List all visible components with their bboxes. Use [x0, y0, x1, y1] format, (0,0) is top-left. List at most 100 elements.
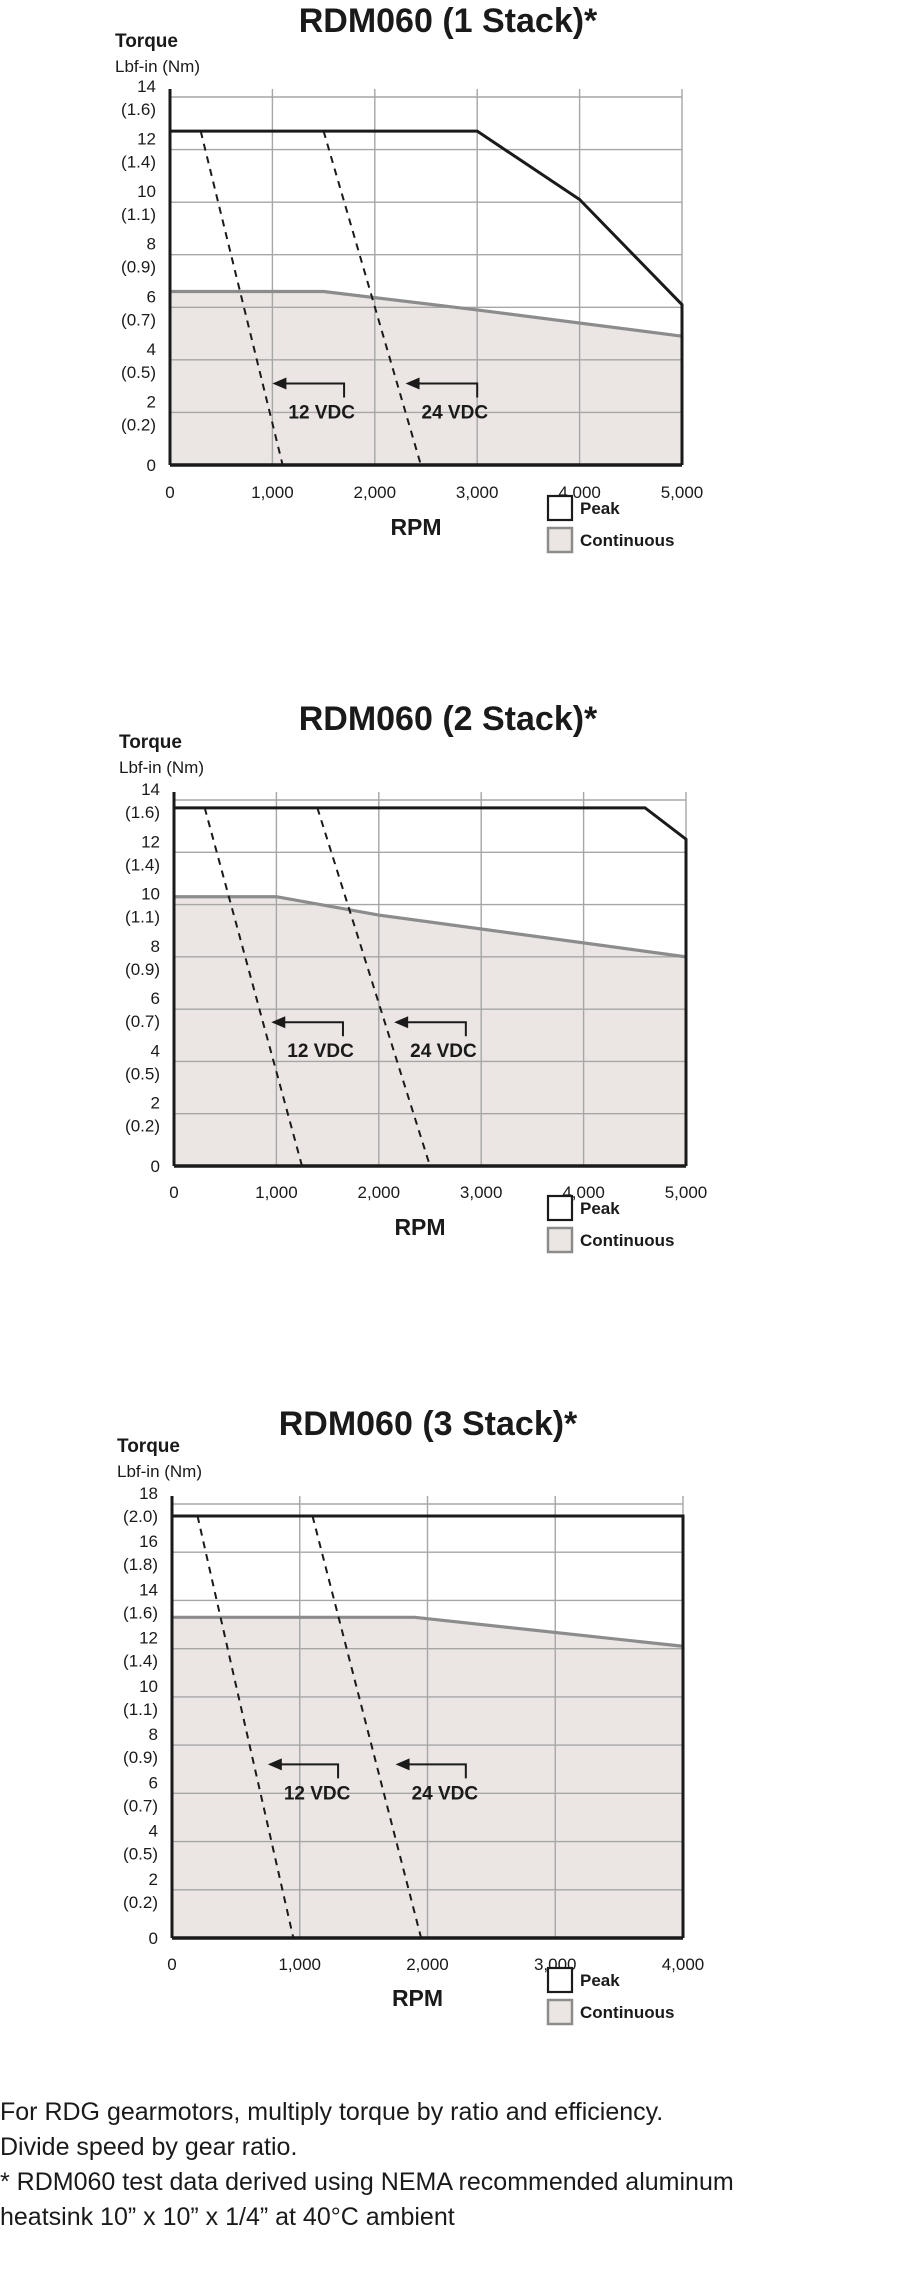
chart-1: RDM060 (1 Stack)* Torque Lbf-in (Nm) 0 2 (0.2…	[115, 2, 704, 554]
y-tick-label: 14	[139, 1580, 158, 1599]
charts-svg: RDM060 (1 Stack)* Torque Lbf-in (Nm) 0 2 (0.2…	[115, 2, 708, 2026]
y-tick-label: 6	[147, 287, 156, 306]
x-tick-label: 3,000	[456, 483, 499, 502]
y-tick-sublabel: (0.5)	[125, 1064, 160, 1083]
legend-continuous-label: Continuous	[580, 531, 674, 550]
x-tick-label: 0	[165, 483, 174, 502]
y-tick-label: 6	[149, 1773, 158, 1792]
footnote-line-2: Divide speed by gear ratio.	[0, 2133, 298, 2161]
x-tick-label: 3,000	[460, 1183, 503, 1202]
y-axis-label: Torque	[115, 31, 178, 52]
voltage-label: 12 VDC	[288, 403, 355, 424]
chart-2: RDM060 (2 Stack)* Torque Lbf-in (Nm) 0 2 (0.2…	[119, 700, 708, 1254]
y-tick-label: 16	[139, 1532, 158, 1551]
y-tick-label: 2	[147, 392, 156, 411]
y-tick-sublabel: (1.4)	[125, 855, 160, 874]
arrow-head	[267, 1758, 282, 1771]
x-tick-label: 1,000	[251, 483, 294, 502]
arrow-shaft	[284, 382, 346, 398]
y-tick-label: 14	[137, 77, 156, 96]
voltage-dashed-line	[322, 130, 422, 466]
legend-peak-swatch	[546, 1194, 574, 1222]
legend-continuous-swatch	[546, 1998, 574, 2026]
y-tick-label: 14	[141, 780, 160, 799]
voltage-dashed-line	[316, 807, 431, 1167]
y-tick-sublabel: (1.6)	[125, 803, 160, 822]
arrow-shaft	[407, 1763, 467, 1779]
arrow-shaft	[406, 1021, 467, 1037]
y-tick-sublabel: (0.5)	[123, 1845, 158, 1864]
arrow-shaft	[283, 1021, 344, 1037]
legend-peak-swatch	[546, 1966, 574, 1994]
x-tick-label: 2,000	[406, 1955, 449, 1974]
x-tick-label: 2,000	[354, 483, 397, 502]
y-tick-sublabel: (0.2)	[121, 415, 156, 434]
y-tick-sublabel: (1.6)	[123, 1603, 158, 1622]
voltage-label: 12 VDC	[287, 1041, 354, 1062]
continuous-area	[174, 896, 686, 1166]
y-tick-sublabel: (1.1)	[123, 1700, 158, 1719]
y-tick-label: 8	[151, 937, 160, 956]
x-tick-label: 2,000	[358, 1183, 401, 1202]
y-tick-label: 6	[151, 989, 160, 1008]
x-tick-label: 5,000	[661, 483, 704, 502]
continuous-area	[170, 291, 682, 465]
y-tick-sublabel: (0.2)	[123, 1893, 158, 1912]
y-tick-label: 10	[141, 885, 160, 904]
y-tick-label: 0	[149, 1929, 158, 1948]
x-tick-label: 4,000	[662, 1955, 705, 1974]
arrow-head	[394, 1016, 409, 1029]
y-tick-sublabel: (0.7)	[123, 1796, 158, 1815]
y-tick-sublabel: (0.7)	[125, 1012, 160, 1031]
x-axis-label: RPM	[394, 1214, 445, 1240]
chart-title: RDM060 (3 Stack)*	[279, 1405, 578, 1443]
voltage-dashed-line	[203, 807, 303, 1167]
y-tick-sublabel: (1.6)	[121, 100, 156, 119]
arrow-head	[271, 1016, 286, 1029]
y-tick-label: 12	[137, 130, 156, 149]
peak-line	[174, 806, 688, 1166]
y-tick-label: 0	[151, 1157, 160, 1176]
y-tick-label: 4	[151, 1041, 160, 1060]
y-tick-label: 10	[139, 1677, 158, 1696]
arrow-head	[405, 377, 420, 390]
y-tick-sublabel: (2.0)	[123, 1507, 158, 1526]
arrow-shaft	[279, 1763, 340, 1779]
legend-continuous-swatch	[546, 1226, 574, 1254]
y-tick-sublabel: (1.4)	[123, 1652, 158, 1671]
x-tick-label: 0	[169, 1183, 178, 1202]
y-tick-sublabel: (0.5)	[121, 363, 156, 382]
y-axis-unit: Lbf-in (Nm)	[119, 758, 204, 777]
legend-peak-swatch	[546, 494, 574, 522]
y-tick-sublabel: (1.4)	[121, 153, 156, 172]
x-tick-label: 5,000	[665, 1183, 708, 1202]
y-tick-label: 2	[149, 1870, 158, 1889]
y-axis-label: Torque	[117, 1436, 180, 1457]
x-axis-label: RPM	[392, 1985, 443, 2011]
y-tick-label: 18	[139, 1484, 158, 1503]
continuous-line	[170, 289, 683, 338]
voltage-label: 24 VDC	[410, 1041, 477, 1062]
chart-3: RDM060 (3 Stack)* Torque Lbf-in (Nm) 0 2 (0.2…	[117, 1405, 705, 2026]
y-tick-label: 4	[147, 340, 156, 359]
arrow-head	[272, 377, 287, 390]
voltage-dashed-line	[199, 130, 284, 466]
arrow-shaft	[417, 382, 479, 398]
y-tick-label: 8	[147, 235, 156, 254]
voltage-label: 24 VDC	[412, 1783, 479, 1804]
x-tick-label: 0	[167, 1955, 176, 1974]
y-tick-sublabel: (1.8)	[123, 1555, 158, 1574]
legend-continuous-label: Continuous	[580, 1231, 674, 1250]
x-tick-label: 1,000	[255, 1183, 298, 1202]
legend-peak-label: Peak	[580, 1199, 620, 1218]
y-tick-sublabel: (0.9)	[123, 1748, 158, 1767]
peak-line	[172, 1514, 685, 1938]
legend-peak-label: Peak	[580, 499, 620, 518]
footnote-line-4: heatsink 10” x 10” x 1/4” at 40°C ambien…	[0, 2203, 455, 2231]
charts-container: RDM060 (1 Stack)* Torque Lbf-in (Nm) 0 2 (0.2…	[115, 2, 708, 2026]
y-axis-unit: Lbf-in (Nm)	[115, 57, 200, 76]
y-tick-label: 4	[149, 1822, 158, 1841]
continuous-line	[174, 895, 687, 959]
y-tick-sublabel: (0.9)	[121, 258, 156, 277]
legend-continuous-swatch	[546, 526, 574, 554]
